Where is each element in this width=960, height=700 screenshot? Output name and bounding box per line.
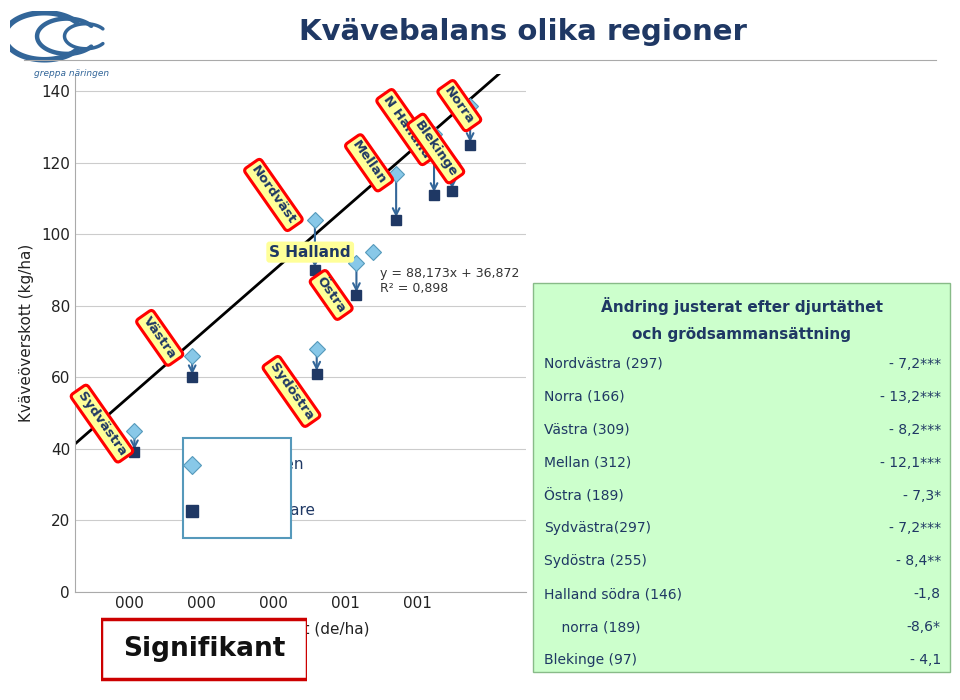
- Text: Blekinge (97): Blekinge (97): [544, 653, 637, 667]
- FancyBboxPatch shape: [183, 438, 292, 538]
- Text: Signifikant: Signifikant: [123, 636, 285, 662]
- Text: norra (189): norra (189): [544, 620, 641, 634]
- Text: - 7,2***: - 7,2***: [889, 522, 941, 536]
- Text: Kvävebalans olika regioner: Kvävebalans olika regioner: [300, 18, 747, 46]
- Text: Norra: Norra: [442, 85, 477, 127]
- Text: - 7,2***: - 7,2***: [889, 357, 941, 371]
- Text: N Halland: N Halland: [381, 94, 433, 161]
- Y-axis label: Kväveöverskott (kg/ha): Kväveöverskott (kg/ha): [19, 244, 35, 421]
- Text: Mellan: Mellan: [349, 139, 389, 187]
- Text: Nordväst: Nordväst: [249, 163, 299, 227]
- Text: S Halland: S Halland: [270, 244, 351, 260]
- Text: Västra: Västra: [140, 314, 179, 361]
- Text: - 12,1***: - 12,1***: [879, 456, 941, 470]
- Text: Halland södra (146): Halland södra (146): [544, 587, 683, 601]
- Text: Blekinge: Blekinge: [412, 118, 460, 179]
- Text: Västra (309): Västra (309): [544, 423, 630, 437]
- Text: och grödsammansättning: och grödsammansättning: [632, 327, 852, 342]
- Text: Sydvästra: Sydvästra: [75, 389, 129, 458]
- Text: Östra: Östra: [314, 274, 348, 316]
- Text: Östra (189): Östra (189): [544, 489, 624, 503]
- Text: Ändring justerat efter djurtäthet: Ändring justerat efter djurtäthet: [601, 298, 882, 316]
- Text: - 8,4**: - 8,4**: [896, 554, 941, 568]
- Text: Norra (166): Norra (166): [544, 390, 625, 404]
- Text: Sydöstra (255): Sydöstra (255): [544, 554, 647, 568]
- Text: - 13,2***: - 13,2***: [879, 390, 941, 404]
- Text: - 8,2***: - 8,2***: [889, 423, 941, 437]
- Text: Mellan (312): Mellan (312): [544, 456, 632, 470]
- FancyBboxPatch shape: [101, 620, 307, 679]
- Text: Sydvästra(297): Sydvästra(297): [544, 522, 651, 536]
- Text: - 4,1: - 4,1: [909, 653, 941, 667]
- Text: - 7,3*: - 7,3*: [902, 489, 941, 503]
- Text: greppa näringen: greppa näringen: [35, 69, 109, 78]
- Text: Nordvästra (297): Nordvästra (297): [544, 357, 663, 371]
- Text: -1,8: -1,8: [914, 587, 941, 601]
- Text: Sydöstra: Sydöstra: [267, 360, 316, 423]
- Text: y = 88,173x + 36,872
R² = 0,898: y = 88,173x + 36,872 R² = 0,898: [380, 267, 519, 295]
- Text: 1:a balansen: 1:a balansen: [204, 457, 303, 473]
- X-axis label: Djurtäthet (de/ha): Djurtäthet (de/ha): [231, 622, 370, 638]
- Text: ca 6 år senare: ca 6 år senare: [204, 503, 315, 519]
- Text: -8,6*: -8,6*: [907, 620, 941, 634]
